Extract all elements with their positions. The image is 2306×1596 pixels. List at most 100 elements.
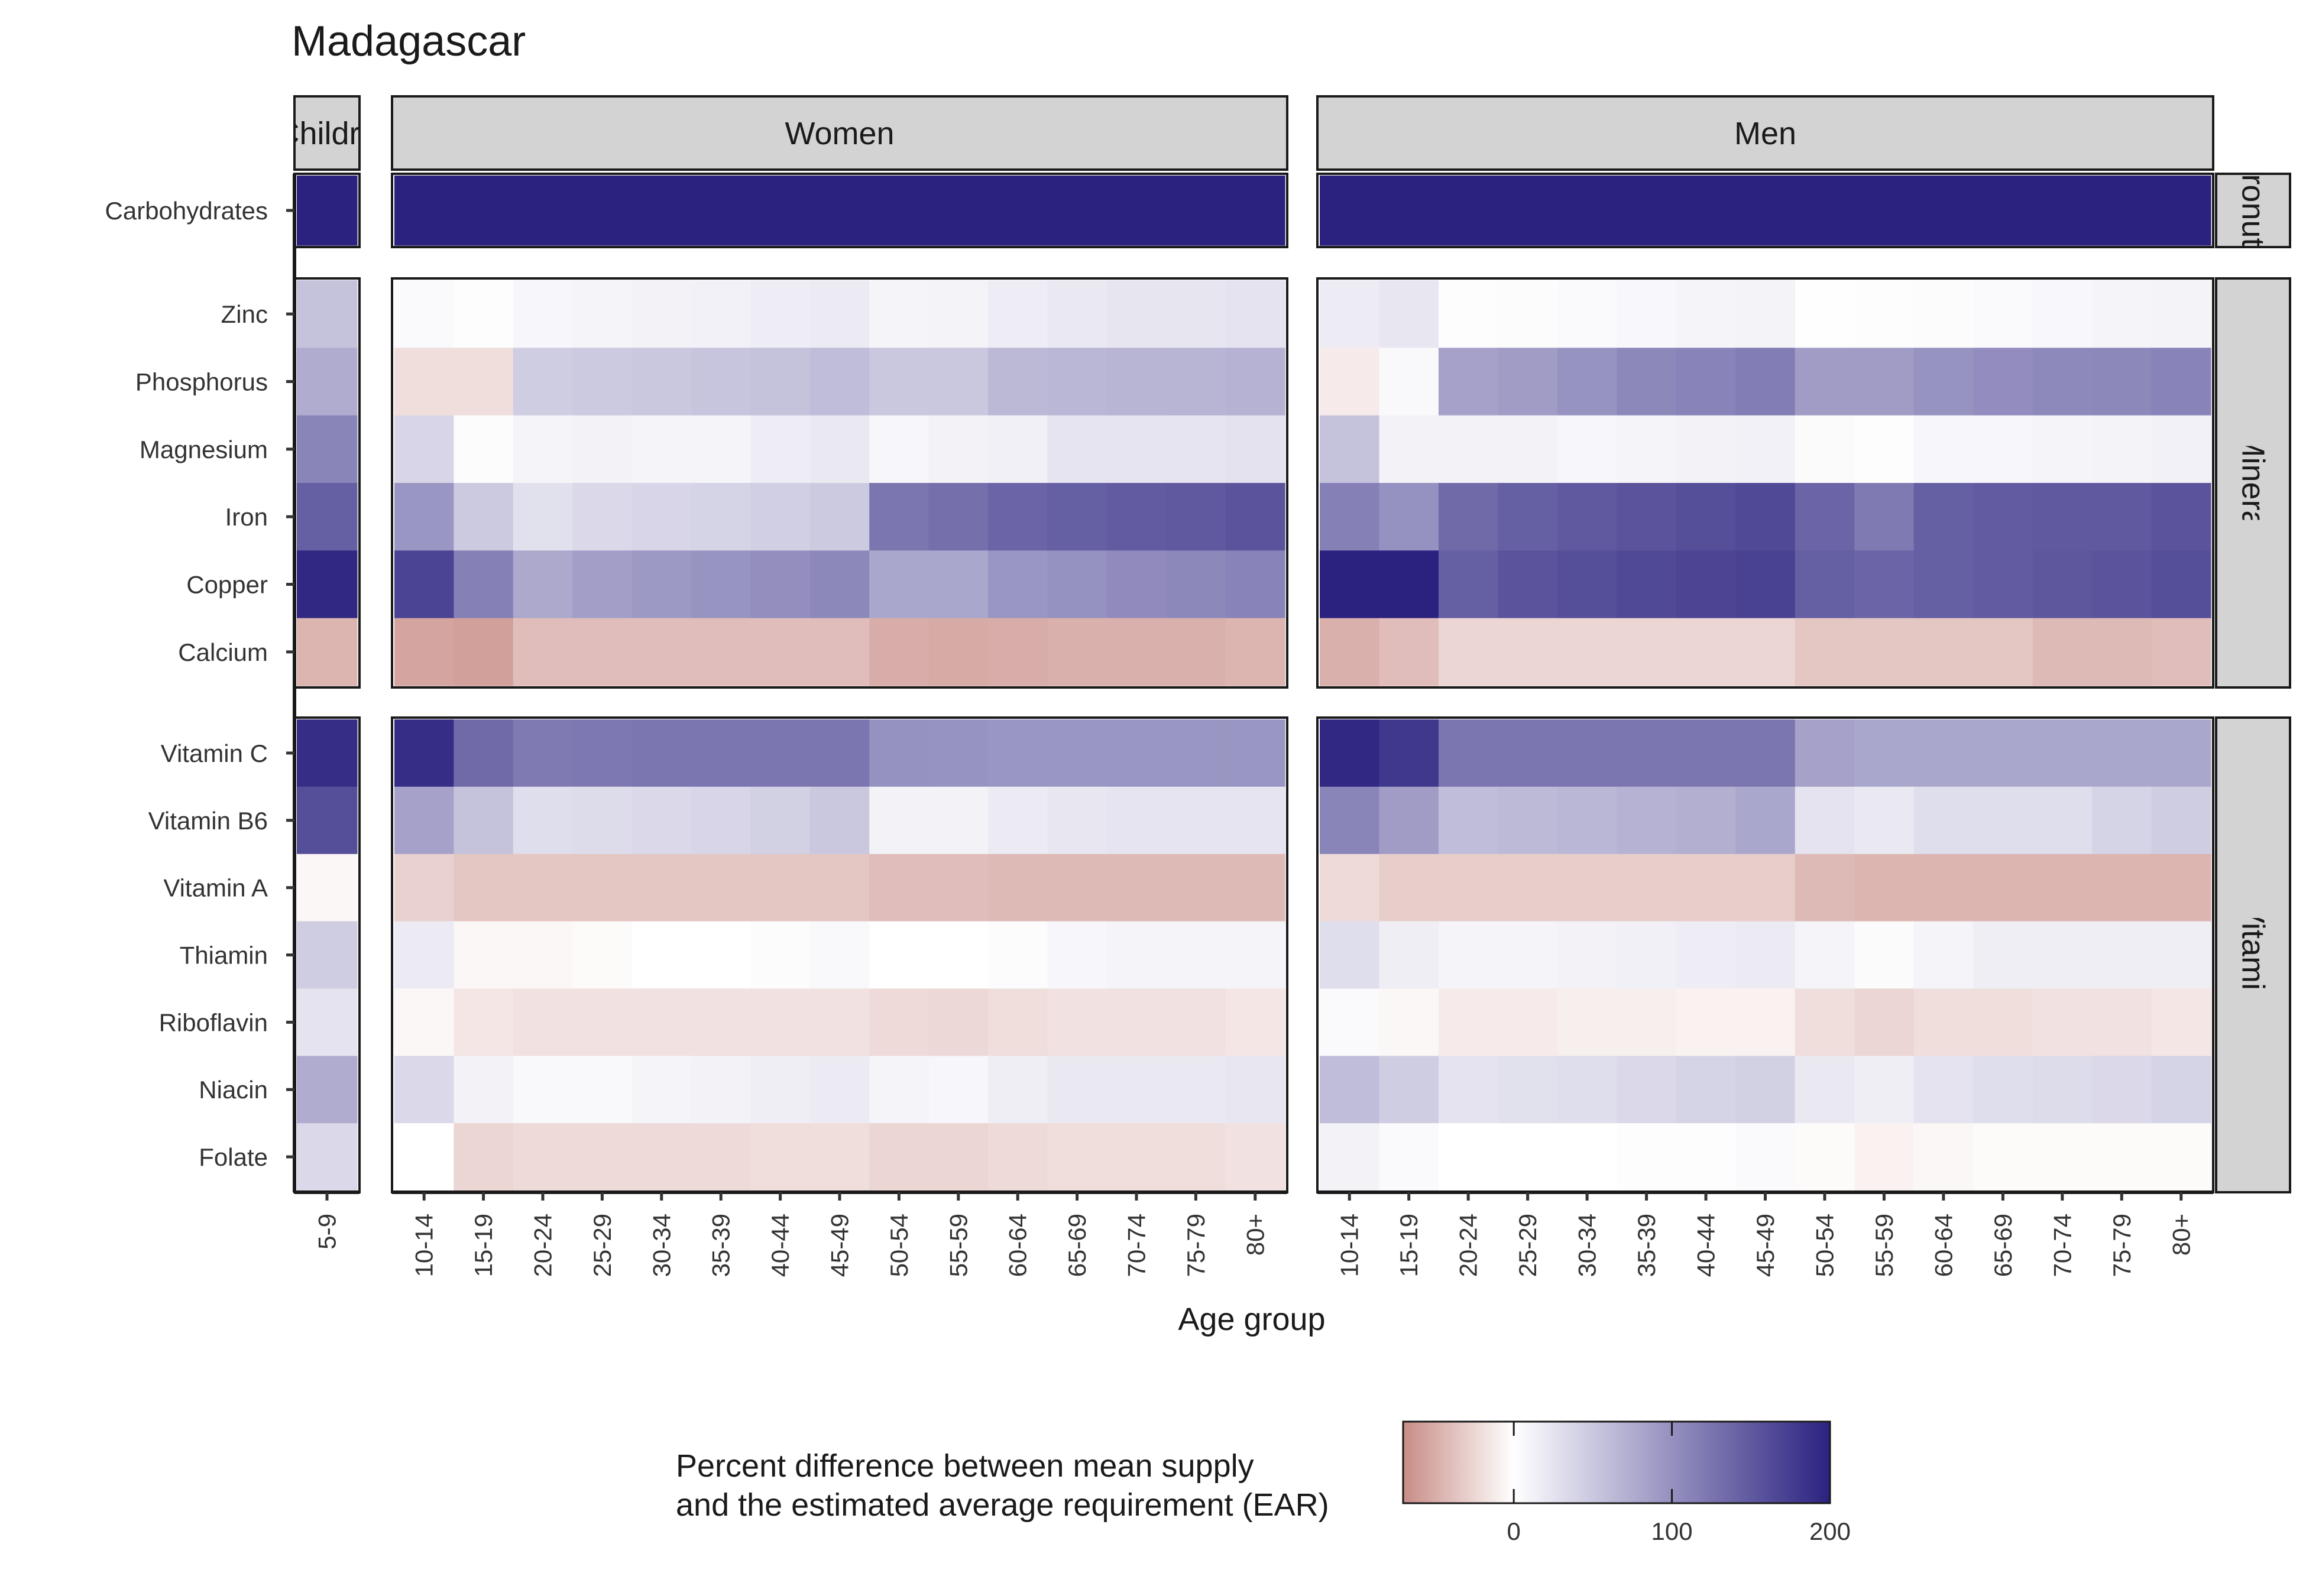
heatmap-cell <box>1047 854 1107 922</box>
heatmap-cell <box>2032 348 2093 416</box>
y-tick-label: Phosphorus <box>135 368 268 396</box>
legend-title-line-2: and the estimated average requirement (E… <box>676 1487 1329 1523</box>
heatmap-cell <box>1166 786 1226 855</box>
heatmap-cell <box>1973 1056 2033 1124</box>
heatmap-cell <box>869 988 929 1056</box>
heatmap-panels: Childre Women Men ronut Mineral Vitamin <box>293 95 2291 1193</box>
heatmap-cell <box>572 618 633 686</box>
heatmap-cell <box>809 1123 870 1191</box>
heatmap-cell <box>631 483 692 551</box>
heatmap-cell <box>1320 348 1380 416</box>
heatmap-cell <box>572 854 633 922</box>
heatmap-cell <box>1379 988 1439 1056</box>
heatmap-cell <box>691 1123 751 1191</box>
heatmap-cell <box>1676 921 1736 990</box>
heatmap-cell <box>1438 1123 1498 1191</box>
heatmap-cell <box>869 786 929 855</box>
heatmap-cell <box>2151 1123 2211 1191</box>
x-tick-label: 20-24 <box>529 1214 557 1277</box>
heatmap-cell <box>1225 921 1285 990</box>
heatmap-cell <box>2151 719 2211 787</box>
heatmap-cell <box>1617 280 1677 348</box>
heatmap-cell <box>1795 618 1855 686</box>
heatmap-cell <box>572 786 633 855</box>
heatmap-cell <box>513 415 573 484</box>
heatmap-cell <box>1735 280 1796 348</box>
heatmap-cell <box>1320 280 1380 348</box>
heatmap-cell <box>809 348 870 416</box>
heatmap-cell <box>1854 719 1915 787</box>
x-tick-label: 40-44 <box>766 1214 794 1277</box>
heatmap-cell <box>1106 1056 1167 1124</box>
heatmap-cell <box>631 854 692 922</box>
heatmap-cell <box>928 786 989 855</box>
heatmap-cell <box>691 348 751 416</box>
heatmap-cell <box>394 1123 454 1191</box>
heatmap-cell <box>809 719 870 787</box>
heatmap-cell <box>1498 618 1558 686</box>
heatmap-cell <box>928 348 989 416</box>
heatmap-cell <box>2151 921 2211 990</box>
heatmap-cell <box>928 719 989 787</box>
heatmap-cell <box>691 415 751 484</box>
heatmap-cell <box>1047 786 1107 855</box>
heatmap-cell <box>1379 1123 1439 1191</box>
heatmap-cell <box>1379 854 1439 922</box>
heatmap-cell <box>1913 854 1974 922</box>
heatmap-cell <box>928 618 989 686</box>
heatmap-cell <box>1913 921 1974 990</box>
heatmap-cell <box>750 550 811 619</box>
heatmap-cell <box>572 176 633 246</box>
heatmap-cell <box>928 1123 989 1191</box>
heatmap-cell <box>928 988 989 1056</box>
heatmap-cell <box>1438 854 1498 922</box>
heatmap-cell <box>1438 348 1498 416</box>
heatmap-cell <box>1854 1123 1915 1191</box>
heatmap-cell <box>513 618 573 686</box>
heatmap-cell <box>1735 618 1796 686</box>
heatmap-cell <box>869 176 929 246</box>
facet-strip-label: Vitamin <box>2236 902 2271 1008</box>
heatmap-cell <box>1676 854 1736 922</box>
heatmap-cell <box>1166 618 1226 686</box>
heatmap-cell <box>809 854 870 922</box>
heatmap-cell <box>928 415 989 484</box>
y-tick-label: Zinc <box>221 300 268 328</box>
heatmap-cell <box>1498 988 1558 1056</box>
y-tick-label: Vitamin A <box>163 874 268 902</box>
heatmap-cell <box>1166 550 1226 619</box>
heatmap-cell <box>869 854 929 922</box>
facet-strip-children: Childre <box>293 95 361 171</box>
heatmap-cell <box>2151 854 2211 922</box>
heatmap-cell <box>1047 921 1107 990</box>
heatmap-cell <box>1735 854 1796 922</box>
heatmap-cell <box>2092 1123 2152 1191</box>
heatmap-cell <box>1676 1123 1736 1191</box>
heatmap-cell <box>1617 921 1677 990</box>
heatmap-cell <box>691 786 751 855</box>
heatmap-cell <box>2092 618 2152 686</box>
heatmap-cell <box>1557 550 1617 619</box>
panel-vitamin-women <box>391 716 1288 1193</box>
heatmap-cell <box>1557 921 1617 990</box>
heatmap-cell <box>297 988 358 1056</box>
heatmap-cell <box>2151 176 2211 246</box>
heatmap-cell <box>988 483 1048 551</box>
x-tick-label: 25-29 <box>1514 1214 1541 1277</box>
x-tick-label: 40-44 <box>1692 1214 1720 1277</box>
heatmap-cell <box>809 786 870 855</box>
x-axis: 5-9 10-14 15-19 20-24 25-29 30-34 35-39 40-44 45… <box>294 1190 2213 1277</box>
heatmap-cell <box>454 618 514 686</box>
heatmap-cell <box>1438 921 1498 990</box>
facet-strip-men: Men <box>1316 95 2214 171</box>
heatmap-cell <box>1320 483 1380 551</box>
heatmap-cell <box>1320 786 1380 855</box>
heatmap-cell <box>1438 988 1498 1056</box>
heatmap-cell <box>454 1123 514 1191</box>
heatmap-cell <box>1379 719 1439 787</box>
heatmap-cell <box>1735 176 1796 246</box>
heatmap-cell <box>572 988 633 1056</box>
heatmap-cell <box>691 176 751 246</box>
heatmap-cell <box>1913 280 1974 348</box>
heatmap-cell <box>1735 483 1796 551</box>
